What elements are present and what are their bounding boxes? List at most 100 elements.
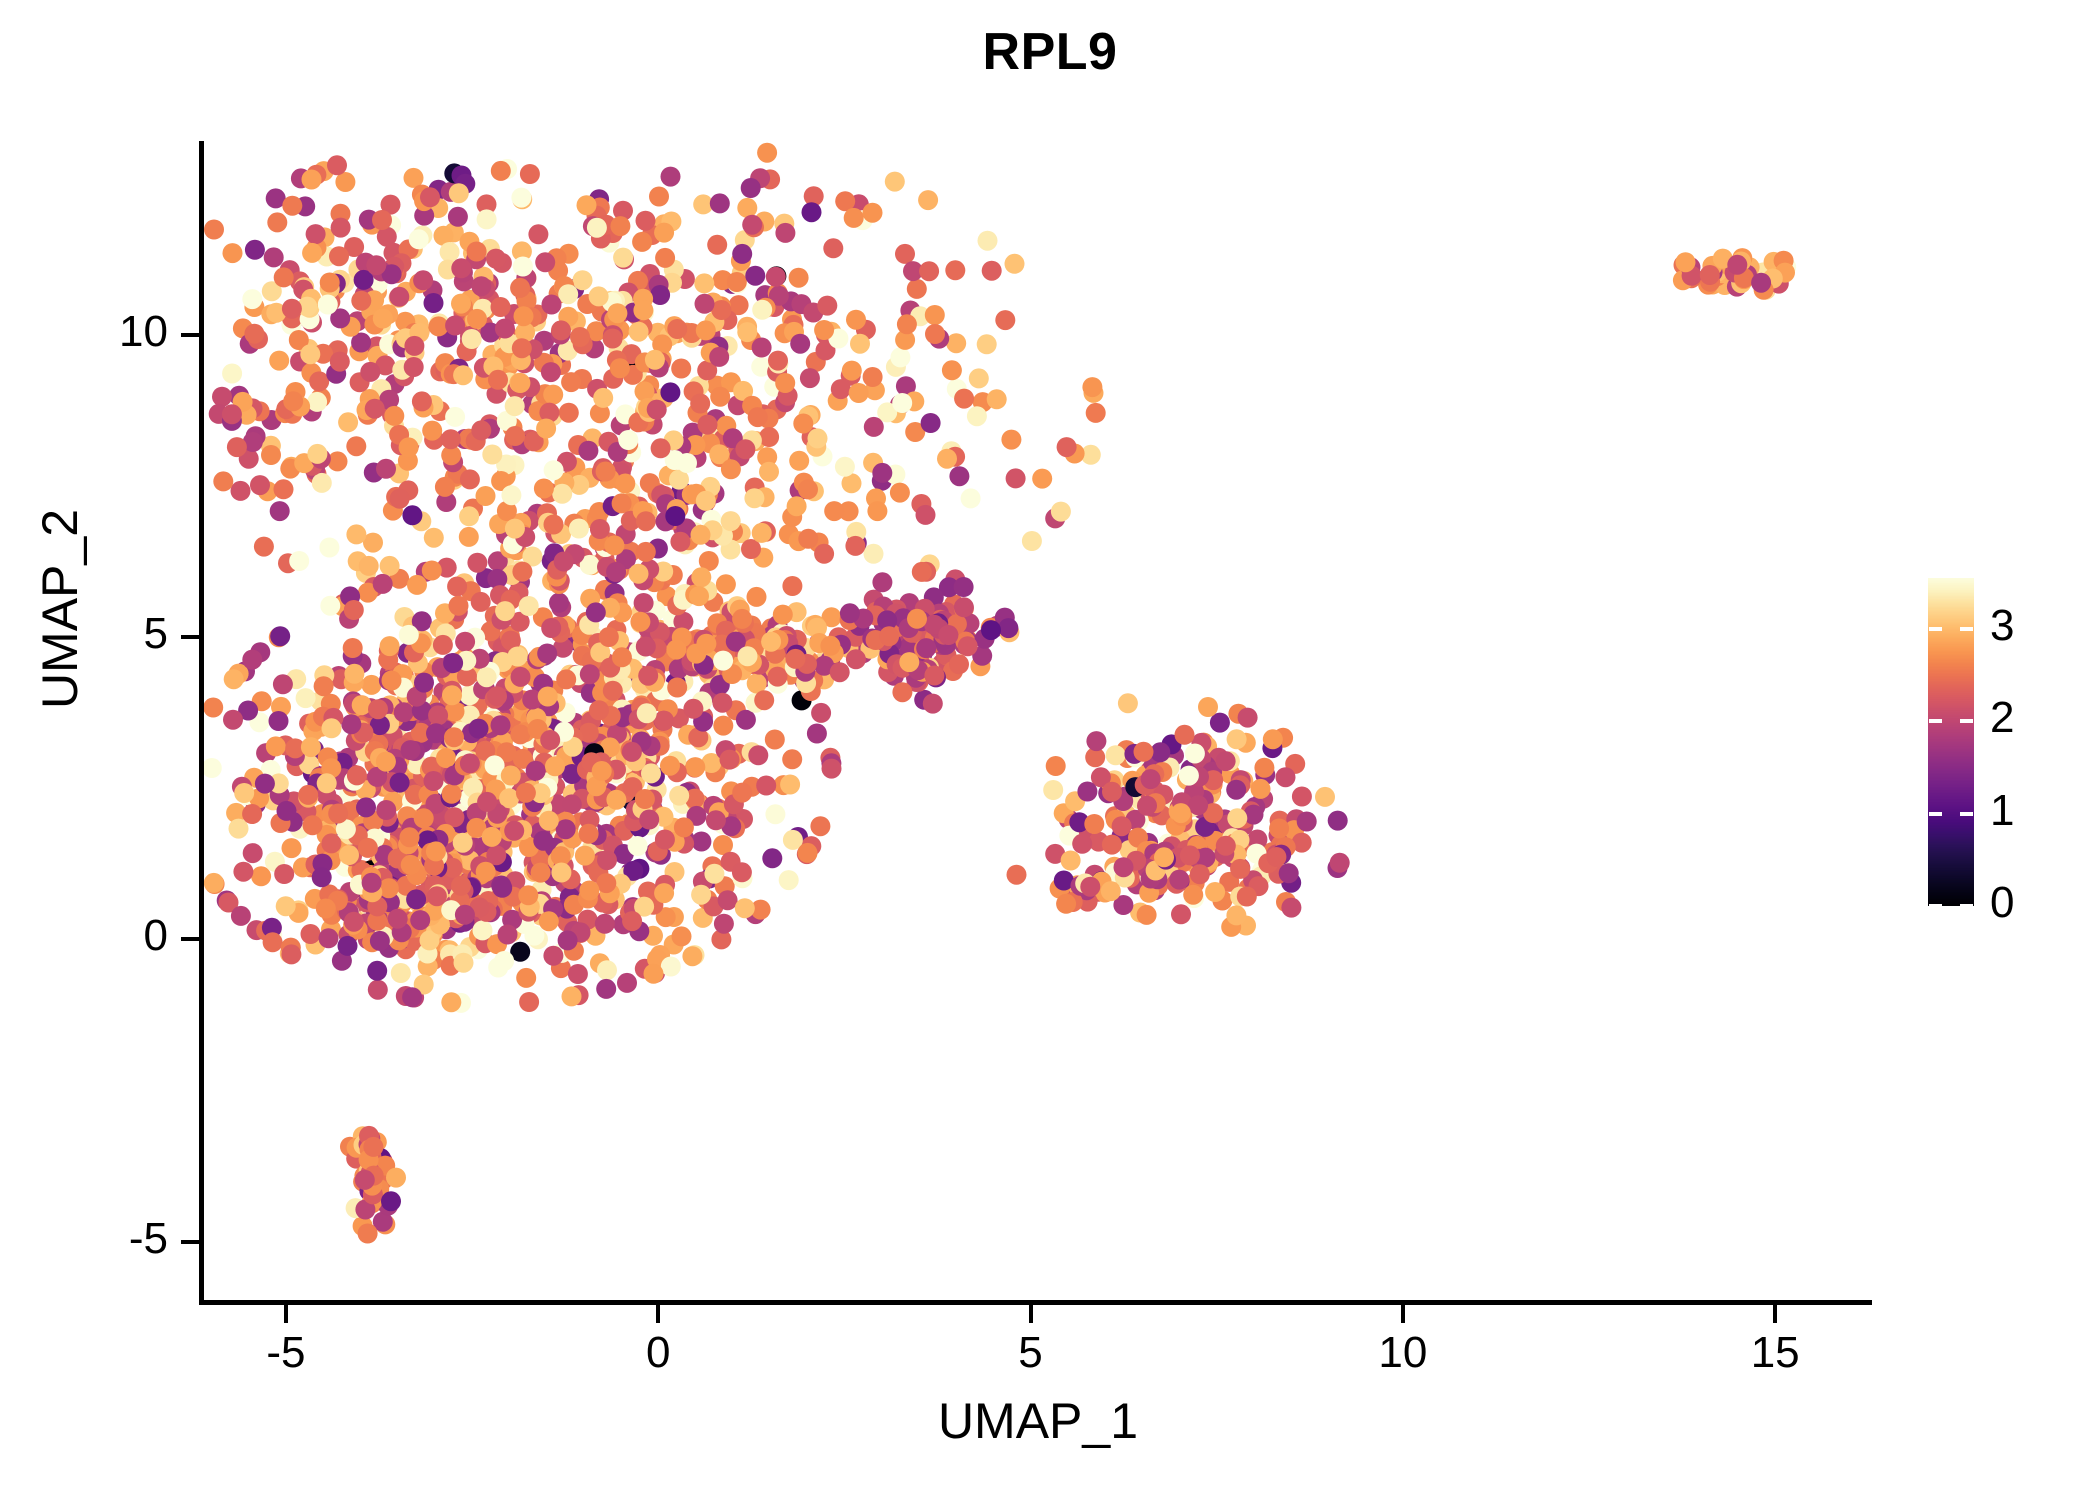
scatter-point: [685, 757, 706, 778]
scatter-point: [618, 430, 639, 450]
scatter-point: [695, 490, 716, 511]
scatter-point: [346, 436, 367, 457]
scatter-point: [242, 289, 263, 310]
scatter-point: [423, 771, 444, 791]
scatter-point: [283, 391, 304, 412]
scatter-point: [1174, 724, 1195, 745]
scatter-point: [1043, 780, 1064, 800]
scatter-point: [551, 320, 571, 341]
scatter-point: [476, 667, 497, 688]
scatter-point: [361, 674, 382, 695]
x-axis-tick: [1773, 1305, 1778, 1323]
scatter-point: [222, 363, 243, 384]
colorbar-tick-mark: [1960, 719, 1973, 724]
scatter-point: [742, 214, 763, 235]
scatter-point: [300, 737, 321, 758]
scatter-point: [611, 493, 632, 514]
scatter-point: [552, 483, 573, 504]
scatter-point: [561, 794, 582, 815]
scatter-point: [780, 774, 801, 795]
scatter-point: [541, 618, 562, 638]
scatter-point: [512, 561, 533, 582]
scatter-point: [976, 334, 997, 355]
scatter-point: [697, 414, 718, 435]
scatter-point: [496, 501, 517, 521]
scatter-point: [254, 773, 275, 794]
scatter-point: [578, 722, 599, 743]
scatter-point: [630, 611, 651, 632]
scatter-point: [579, 554, 600, 575]
scatter-point: [358, 555, 379, 576]
scatter-point: [351, 332, 372, 353]
scatter-point: [924, 614, 945, 635]
scatter-point: [275, 896, 296, 917]
colorbar-tick-mark: [1929, 719, 1942, 724]
scatter-point: [734, 898, 755, 919]
scatter-point: [666, 639, 687, 660]
scatter-point: [311, 472, 332, 493]
scatter-point: [892, 393, 913, 413]
scatter-point: [261, 281, 282, 302]
scatter-point: [404, 335, 425, 356]
scatter-point: [807, 617, 827, 638]
scatter-point: [511, 187, 532, 208]
scatter-point: [403, 357, 424, 377]
scatter-point: [230, 905, 251, 926]
scatter-point: [597, 850, 617, 871]
scatter-point: [475, 740, 496, 761]
scatter-point: [689, 586, 709, 607]
scatter-point: [452, 832, 473, 853]
scatter-point: [369, 930, 390, 951]
scatter-point: [459, 753, 480, 774]
scatter-point: [263, 247, 284, 268]
scatter-point: [343, 911, 364, 932]
scatter-point: [817, 295, 838, 316]
scatter-point: [344, 237, 365, 257]
scatter-point: [428, 705, 449, 726]
scatter-point: [671, 358, 692, 379]
scatter-point: [445, 406, 466, 427]
scatter-point: [775, 222, 796, 243]
scatter-point: [458, 526, 479, 547]
scatter-point: [704, 863, 725, 884]
scatter-point: [916, 638, 937, 659]
scatter-point: [906, 278, 927, 299]
scatter-point: [536, 418, 557, 439]
page-title: RPL9: [982, 23, 1118, 81]
scatter-point: [1296, 811, 1317, 832]
scatter-point: [1086, 731, 1107, 752]
scatter-point: [677, 453, 697, 473]
scatter-point: [445, 315, 466, 336]
scatter-point: [606, 789, 627, 810]
scatter-point: [807, 428, 828, 449]
scatter-point: [432, 634, 453, 655]
scatter-point: [402, 987, 423, 1008]
scatter-point: [654, 883, 675, 904]
scatter-point: [400, 854, 421, 875]
scatter-point: [1045, 843, 1066, 864]
scatter-point: [265, 736, 286, 757]
scatter-point: [790, 333, 811, 354]
scatter-point: [456, 666, 477, 687]
scatter-point: [711, 929, 732, 950]
scatter-point: [1140, 769, 1161, 790]
scatter-point: [863, 416, 884, 437]
scatter-point: [251, 866, 272, 887]
scatter-point: [562, 736, 583, 757]
scatter-point: [230, 480, 251, 501]
scatter-point: [949, 466, 970, 487]
scatter-point: [924, 305, 945, 325]
scatter-point: [683, 698, 704, 719]
scatter-point: [533, 478, 554, 499]
scatter-point: [1085, 402, 1106, 423]
scatter-point: [746, 586, 767, 607]
scatter-point: [945, 260, 966, 281]
scatter-point: [694, 273, 715, 294]
scatter-point: [543, 514, 564, 535]
scatter-point: [1751, 272, 1772, 293]
scatter-point: [1032, 468, 1053, 489]
scatter-point: [441, 783, 462, 804]
scatter-point: [400, 740, 421, 761]
scatter-point: [586, 321, 607, 342]
scatter-point: [434, 476, 455, 497]
